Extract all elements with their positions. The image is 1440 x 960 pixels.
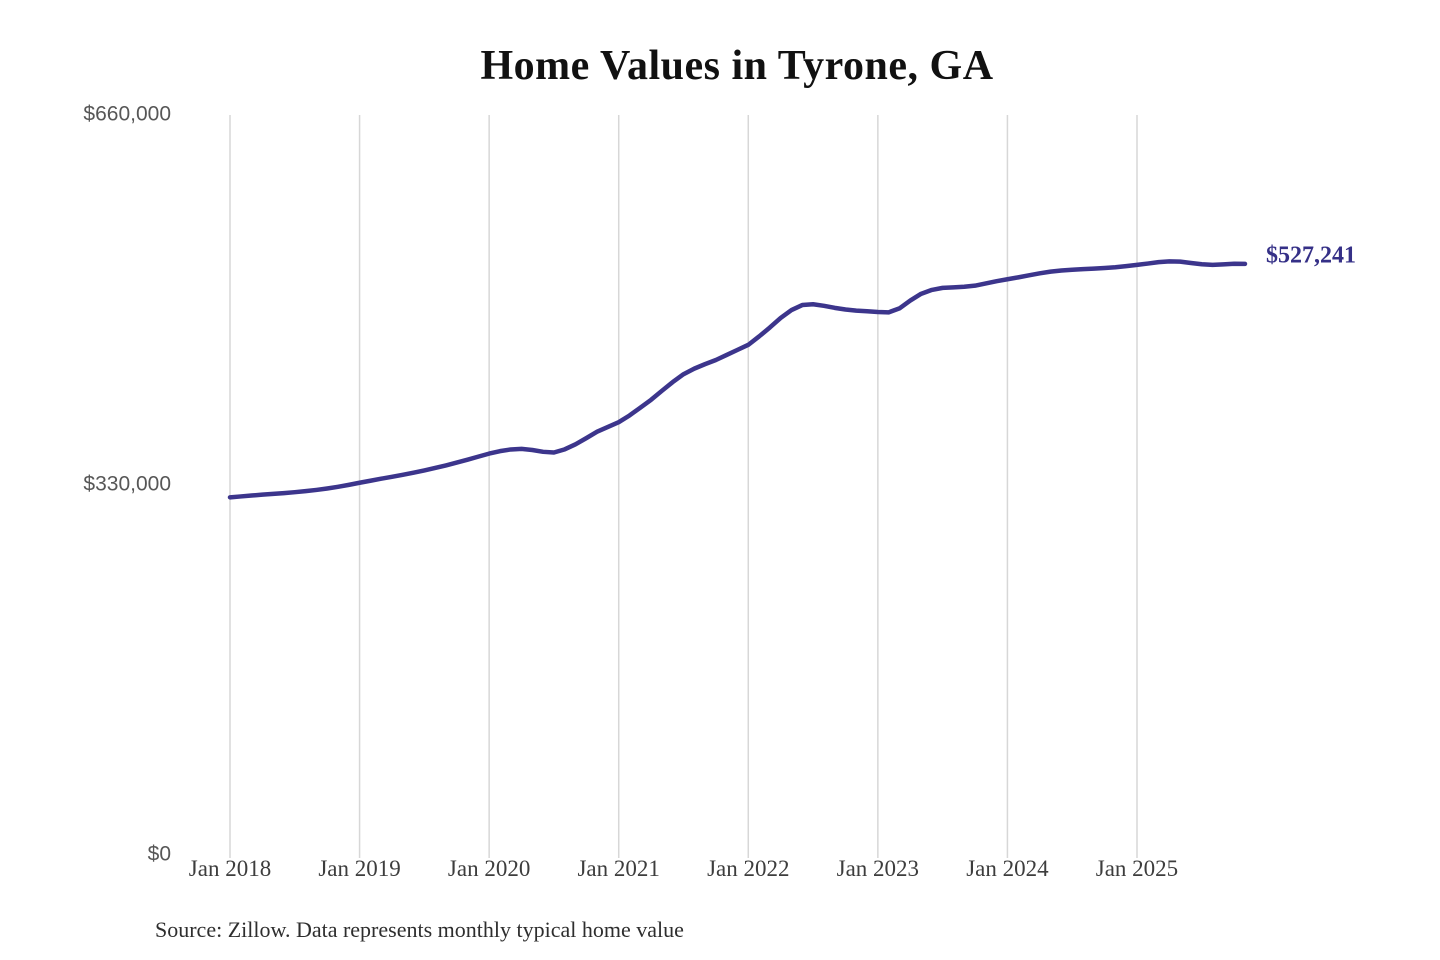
x-axis-tick-label: Jan 2023 [836, 856, 920, 881]
x-axis-tick-label: Jan 2018 [188, 856, 272, 881]
y-axis-tick-label: $660,000 [83, 102, 171, 126]
x-axis-tick-label: Jan 2024 [966, 856, 1049, 881]
x-axis-tick-label: Jan 2020 [447, 856, 531, 881]
series-end-value-label: $527,241 [1265, 242, 1356, 269]
x-axis-tick-label: Jan 2025 [1095, 856, 1179, 881]
home-value-line [227, 259, 1248, 500]
x-axis-tick-label: Jan 2021 [577, 856, 660, 881]
y-axis-tick-label: $0 [147, 842, 171, 866]
chart-title: Home Values in Tyrone, GA [480, 43, 994, 89]
y-axis-tick-label: $330,000 [83, 472, 171, 496]
x-axis-tick-label: Jan 2019 [318, 856, 401, 881]
x-axis-tick-label: Jan 2022 [707, 856, 790, 881]
source-note: Source: Zillow. Data represents monthly … [155, 917, 684, 942]
